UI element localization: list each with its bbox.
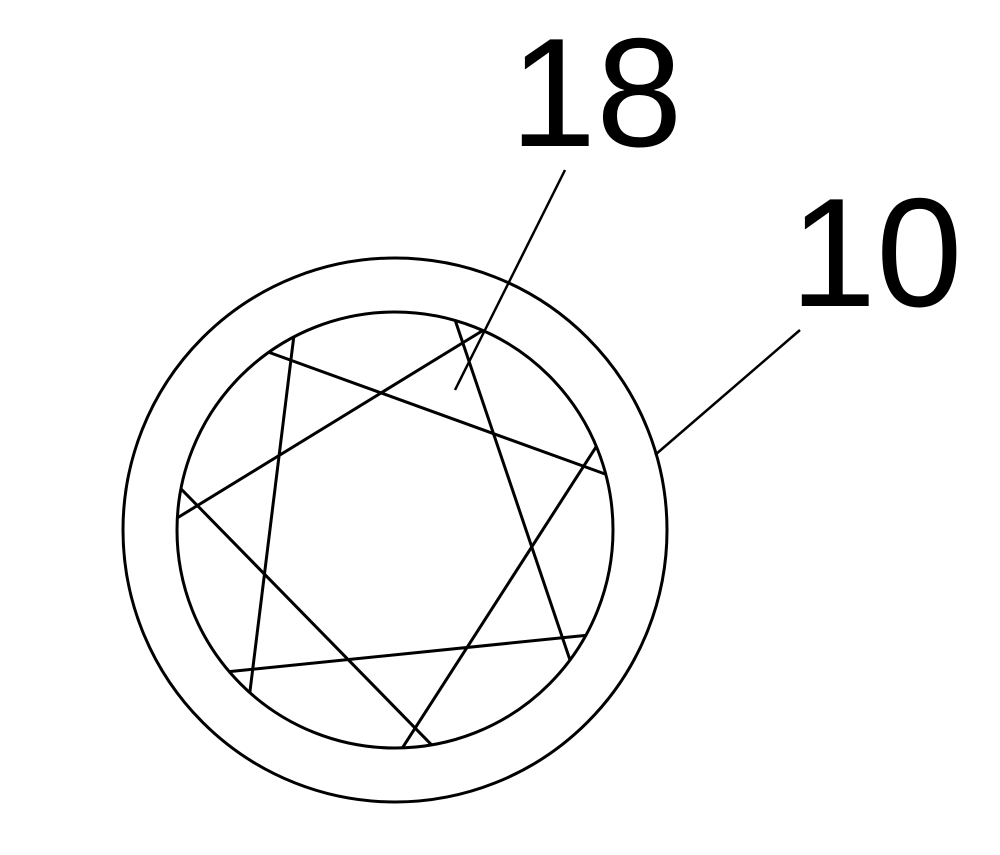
inner-ring-circle [177, 312, 613, 748]
aperture-blade-edge [402, 446, 596, 747]
label-18: 18 [510, 15, 682, 170]
label-10: 10 [790, 175, 962, 330]
outer-ring-circle [123, 258, 667, 802]
aperture-blade-edge [229, 635, 586, 671]
aperture-blade-edge [250, 337, 294, 693]
aperture-diagram [0, 0, 1000, 855]
leader-line-18 [455, 170, 565, 390]
leader-line-10 [655, 330, 800, 455]
aperture-blade-edge [269, 352, 606, 474]
aperture-blade-edge [177, 330, 482, 517]
aperture-blade-edge [455, 320, 570, 660]
aperture-blade-edge [181, 489, 432, 745]
